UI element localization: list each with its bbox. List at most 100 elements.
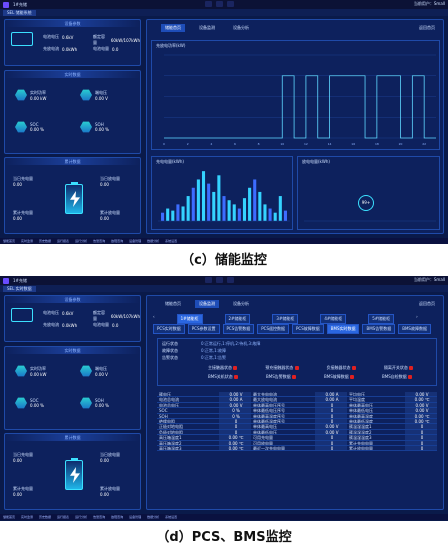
taskbar-item[interactable]: 数据分析 (147, 515, 160, 519)
taskbar-item[interactable]: 储能首页 (3, 515, 16, 519)
indicator-row-2: BMS关机状态 BMS告警数据 BMS故障数据 BMS自检数据 (208, 374, 413, 380)
tab-pcs-remote[interactable]: PCS遥控数据 (257, 324, 289, 334)
bar (237, 208, 241, 221)
status-label: 告警状态 (162, 355, 178, 360)
table-value: 0 (405, 435, 437, 441)
tab-pcs-realtime[interactable]: PCS实时数据 (153, 324, 185, 334)
taskbar-item[interactable]: 运行分析 (75, 515, 88, 519)
titlebar: 1#充储 当前用户：Small (0, 0, 448, 9)
status-label: 运行状态 (162, 341, 178, 346)
tab-device-analysis[interactable]: 设备分析 (233, 25, 249, 30)
taskbar-item[interactable]: 系统设置 (165, 515, 178, 519)
taskbar-item[interactable]: 实时监测 (21, 515, 34, 519)
device-params-title: 设备参数 (5, 296, 140, 303)
realtime-label: SOC (30, 122, 39, 127)
tab-energy-home[interactable]: 储能首页 (165, 301, 181, 306)
tab-energy-home[interactable]: 储能首页 (161, 24, 185, 32)
battery-pack-icon (11, 32, 33, 46)
tab-realtime-data[interactable]: SEL 实时数据 (3, 285, 36, 292)
taskbar-item[interactable]: 历史数据 (39, 239, 52, 243)
total-charge: 累计充电量 0.00 (13, 210, 33, 221)
accum-value: 0.00 (100, 182, 109, 187)
table-label: 平均电压 (347, 392, 405, 398)
bar (222, 196, 226, 221)
main-panel: 储能首页 设备监测 设备分析 返回首页 充放电功率(kW) 0 2 4 6 8 10 12 1… (146, 19, 444, 234)
bar (273, 212, 277, 221)
tab-cabinet[interactable]: 2#储能柜 (224, 314, 251, 324)
bar (242, 198, 247, 221)
nav-tabs: 储能首页 设备监测 设备分析 (161, 24, 253, 32)
tab-pcs-params[interactable]: PCS参数设置 (187, 324, 220, 334)
bar (186, 196, 190, 221)
screenshot-energy-monitor: 1#充储 当前用户：Small SEL 储能系统 设备参数 电池电压 0.6kV … (0, 0, 448, 244)
maximize-icon[interactable] (216, 277, 223, 283)
indicator: 主接触器状态 (208, 365, 238, 371)
minimize-icon[interactable] (205, 277, 212, 283)
table-value: 0.00 ℃ (405, 397, 437, 403)
tab-cabinet[interactable]: 4#储能柜 (320, 314, 347, 324)
status-block: 运行状态 0:正常运行,1:停机,2:待机,3:故障 故障状态 0:正常,1:故障 … (157, 338, 437, 386)
tab-bms-fault[interactable]: BMS故障数据 (398, 324, 431, 334)
taskbar-item[interactable]: 告警查询 (93, 239, 106, 243)
chevron-left-icon[interactable]: ‹ (153, 314, 155, 319)
bar (268, 208, 272, 221)
indicator-row-1: 主接触器状态 预充接触器状态 负接触器状态 隔离开关状态 (208, 365, 414, 371)
realtime-label: 实时功率 (30, 89, 46, 95)
return-home-button[interactable]: 返回首页 (419, 25, 435, 30)
taskbar-item[interactable]: 设备管理 (129, 515, 142, 519)
tab-device-analysis[interactable]: 设备分析 (233, 301, 249, 306)
close-icon[interactable] (227, 277, 234, 283)
taskbar-item[interactable]: 告警查询 (93, 515, 106, 519)
total-discharge: 累计放电量 0.00 (100, 210, 120, 221)
param-label: 充放电流 (43, 46, 59, 51)
titlebar: 1#充储 当前用户：Small (0, 276, 448, 285)
tab-bms-realtime[interactable]: BMS实时数据 (326, 324, 360, 334)
tab-energy-system[interactable]: SEL 储能系统 (3, 9, 36, 16)
tab-bms-alarm[interactable]: BMS告警数据 (362, 324, 396, 334)
table-value: 0 % (219, 413, 251, 419)
close-icon[interactable] (227, 1, 234, 7)
taskbar-item[interactable]: 故障查询 (111, 515, 124, 519)
table-value: 0 (405, 445, 437, 452)
tab-pcs-fault[interactable]: PCS故障数据 (292, 324, 324, 334)
taskbar-item[interactable]: 设备管理 (129, 239, 142, 243)
tab-cabinet[interactable]: 5#储能柜 (368, 314, 395, 324)
table-value: 0.00 V (315, 429, 347, 436)
tab-cabinet[interactable]: 3#储能柜 (272, 314, 299, 324)
accum-title: 累计数据 (5, 158, 140, 165)
table-label: 单体最高温度 (347, 414, 405, 419)
bms-data-table: 簇电压 0.00 V 最大充电电流 0.00 A 平均电压 0.00 V 电池总电流 0.00… (157, 392, 437, 452)
table-value: 0 (405, 440, 437, 446)
taskbar-item[interactable]: 运行报表 (57, 515, 70, 519)
taskbar-item[interactable]: 运行分析 (75, 239, 88, 243)
accum-value: 0.00 (13, 216, 22, 221)
maximize-icon[interactable] (216, 1, 223, 7)
chevron-right-icon[interactable]: › (416, 314, 418, 319)
table-label: 累计充电电量 (347, 441, 405, 446)
taskbar-item[interactable]: 实时监测 (21, 239, 34, 243)
taskbar-item[interactable]: 系统设置 (165, 239, 178, 243)
bar (207, 183, 211, 221)
return-home-button[interactable]: 返回首页 (419, 301, 435, 306)
tab-pcs-alarm[interactable]: PCS告警数据 (222, 324, 255, 334)
table-label: 单体最高温度序号 (251, 414, 315, 419)
minimize-icon[interactable] (205, 1, 212, 7)
realtime-value: 0.00 V (95, 371, 108, 377)
taskbar-item[interactable]: 数据分析 (147, 239, 160, 243)
current-user: 当前用户：Small (413, 277, 445, 282)
table-label: 高压箱温度3 (157, 446, 219, 452)
soh-icon (80, 121, 92, 133)
tab-device-monitor[interactable]: 设备监测 (199, 25, 215, 30)
titlebar-controls (205, 1, 234, 7)
bar (217, 175, 221, 221)
charge-bar-chart (158, 171, 290, 222)
x-tick-label: 0 (163, 142, 165, 146)
bar (196, 179, 200, 221)
taskbar-item[interactable]: 储能首页 (3, 239, 16, 243)
taskbar-item[interactable]: 故障查询 (111, 239, 124, 243)
taskbar-item[interactable]: 运行报表 (57, 239, 70, 243)
tab-device-monitor[interactable]: 设备监测 (195, 300, 219, 308)
taskbar-item[interactable]: 历史数据 (39, 515, 52, 519)
tab-cabinet[interactable]: 1#储能柜 (176, 314, 203, 324)
x-tick-label: 16 (351, 142, 355, 146)
